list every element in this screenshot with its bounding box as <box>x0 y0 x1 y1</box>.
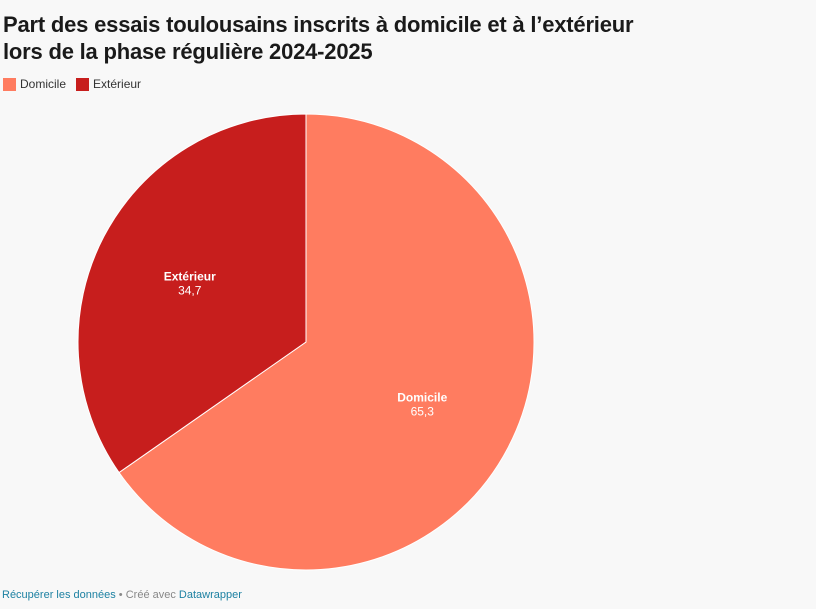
legend-item-exterieur: Extérieur <box>76 77 141 91</box>
pie-slice-domicile <box>118 113 535 571</box>
legend-item-domicile: Domicile <box>3 77 66 91</box>
footer: Récupérer les données • Créé avec Datawr… <box>2 589 242 601</box>
chart-title: Part des essais toulousains inscrits à d… <box>3 12 634 64</box>
legend: Domicile Extérieur <box>3 77 151 91</box>
credit-prefix: Créé avec <box>125 589 179 601</box>
slice-label-domicile: Domicile 65,3 <box>397 391 447 419</box>
datawrapper-link[interactable]: Datawrapper <box>178 589 242 601</box>
legend-label-domicile: Domicile <box>20 77 67 91</box>
legend-swatch-exterieur <box>76 77 90 91</box>
download-data-link[interactable]: Récupérer les données <box>2 589 116 601</box>
pie-slice-exterieur <box>77 113 307 474</box>
slice-label-exterieur: Extérieur 34,7 <box>164 269 216 297</box>
footer-separator: • <box>115 589 126 601</box>
legend-label-exterieur: Extérieur <box>93 77 142 91</box>
legend-swatch-domicile <box>3 77 16 91</box>
